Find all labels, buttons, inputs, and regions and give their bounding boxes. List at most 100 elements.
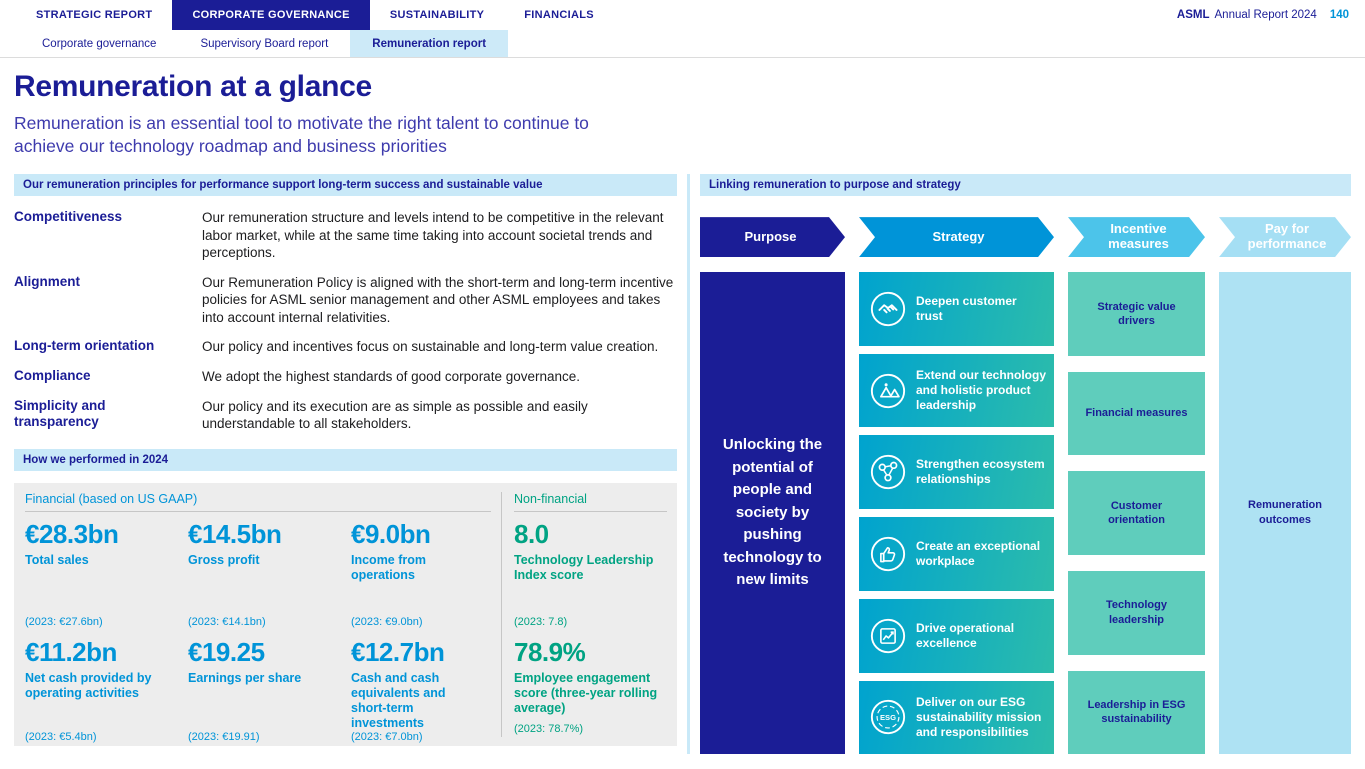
metric-technology-leadership-index: 8.0 Technology Leadership Index score (2… (514, 512, 667, 630)
principle-term: Compliance (14, 367, 91, 383)
strategy-link-section: Linking remuneration to purpose and stra… (700, 173, 1351, 755)
metric-label: Earnings per share (188, 671, 302, 686)
financial-metrics-grid: €28.3bn Total sales (2023: €27.6bn) €14.… (25, 512, 491, 745)
metric-label: Net cash provided by operating activitie… (25, 671, 152, 701)
column-divider (687, 173, 690, 755)
strategy-item-label: Create an exceptional workplace (916, 538, 1041, 568)
flow-arrows: Purpose Strategy Incentive measures Pay … (700, 217, 1351, 257)
report-meta: ASML Annual Report 2024 140 (1177, 0, 1365, 30)
remuneration-outcomes-box: Remuneration outcomes (1219, 272, 1351, 755)
tab-strategic-report[interactable]: STRATEGIC REPORT (36, 9, 153, 21)
metric-label: Technology Leadership Index score (514, 553, 654, 583)
principle-term: Competitiveness (14, 209, 123, 225)
metric-gross-profit: €14.5bn Gross profit (2023: €14.1bn) (188, 512, 351, 630)
incentive-financial-measures: Financial measures (1068, 371, 1205, 456)
page-content: Remuneration at a glance Remuneration is… (0, 58, 1365, 755)
flow-arrow-strategy: Strategy (859, 217, 1054, 257)
metrics-divider (501, 492, 502, 738)
thumbs-up-icon (869, 535, 907, 573)
flow-columns: Unlocking the potential of people and so… (700, 272, 1351, 755)
metric-total-sales: €28.3bn Total sales (2023: €27.6bn) (25, 512, 188, 630)
metric-income-from-operations: €9.0bn Income from operations (2023: €9.… (351, 512, 491, 630)
metric-label: Total sales (25, 553, 89, 568)
metric-value: €12.7bn (351, 637, 445, 668)
subtab-remuneration-report[interactable]: Remuneration report (350, 30, 509, 57)
metric-label: Income from operations (351, 553, 427, 583)
metric-prior-year: (2023: 78.7%) (514, 723, 584, 736)
strategy-header: Linking remuneration to purpose and stra… (700, 173, 1351, 197)
pay-for-performance-column: Remuneration outcomes (1219, 272, 1351, 755)
performance-panel: Financial (based on US GAAP) €28.3bn Tot… (14, 483, 677, 747)
tab-corporate-governance[interactable]: CORPORATE GOVERNANCE (172, 0, 370, 30)
principle-description: Our remuneration structure and levels in… (202, 210, 664, 261)
nonfinancial-label: Non-financial (514, 492, 667, 513)
strategy-item-workplace: Create an exceptional workplace (859, 517, 1054, 591)
tab-sustainability[interactable]: SUSTAINABILITY (389, 9, 485, 21)
metric-prior-year: (2023: €5.4bn) (25, 731, 97, 744)
subtab-corporate-governance[interactable]: Corporate governance (42, 37, 157, 50)
metric-prior-year: (2023: €9.0bn) (351, 616, 423, 629)
metric-label: Employee engagement score (three-year ro… (514, 671, 658, 716)
principle-term: Alignment (14, 273, 80, 289)
principles-header: Our remuneration principles for performa… (14, 173, 677, 197)
report-brand: ASML (1176, 9, 1210, 21)
remuneration-principles-section: Our remuneration principles for performa… (14, 173, 677, 755)
top-navigation: STRATEGIC REPORT CORPORATE GOVERNANCE SU… (0, 0, 1365, 30)
strategy-item-esg: ESG Deliver on our ESG sustainability mi… (859, 680, 1054, 755)
metric-earnings-per-share: €19.25 Earnings per share (2023: €19.91) (188, 630, 351, 745)
tab-financials[interactable]: FINANCIALS (524, 9, 594, 21)
remuneration-outcomes-label: Remuneration outcomes (1248, 498, 1322, 527)
principle-alignment: Alignment Our Remuneration Policy is ali… (14, 274, 677, 327)
incentive-technology-leadership: Technology leadership (1068, 570, 1205, 655)
incentive-esg-leadership: Leadership in ESG sustainability (1068, 670, 1205, 755)
principle-description: Our policy and its execution are as simp… (202, 398, 588, 432)
principle-term: Simplicity and transparency (14, 397, 106, 430)
metric-cash-equivalents: €12.7bn Cash and cash equivalents and sh… (351, 630, 491, 745)
financial-label: Financial (based on US GAAP) (25, 492, 491, 513)
flow-arrow-incentive-measures: Incentive measures (1068, 217, 1205, 257)
metric-value: €14.5bn (188, 519, 282, 550)
metric-value: €11.2bn (25, 637, 117, 668)
metric-prior-year: (2023: 7.8) (514, 616, 568, 629)
strategy-item-label: Drive operational excellence (916, 620, 1015, 650)
product-leadership-icon (869, 372, 907, 410)
metric-label: Gross profit (188, 553, 260, 568)
subtab-supervisory-board-report[interactable]: Supervisory Board report (200, 37, 329, 50)
page-number: 140 (1329, 9, 1349, 21)
flow-arrow-purpose: Purpose (700, 217, 845, 257)
metric-value: 8.0 (514, 519, 549, 550)
handshake-icon (869, 290, 907, 328)
principle-competitiveness: Competitiveness Our remuneration structu… (14, 209, 677, 262)
svg-text:ESG: ESG (880, 713, 896, 722)
ecosystem-network-icon (869, 453, 907, 491)
metric-net-cash: €11.2bn Net cash provided by operating a… (25, 630, 188, 745)
strategy-items-column: Deepen customer trust Extend our technol… (859, 272, 1054, 755)
report-name: Annual Report 2024 (1214, 9, 1317, 21)
strategy-item-label: Extend our technology and holistic produ… (916, 368, 1047, 413)
principle-description: We adopt the highest standards of good c… (202, 368, 581, 384)
purpose-statement-box: Unlocking the potential of people and so… (700, 272, 845, 755)
sub-navigation: Corporate governance Supervisory Board r… (0, 30, 1365, 58)
nonfinancial-metrics-section: Non-financial 8.0 Technology Leadership … (502, 492, 677, 737)
metric-value: 78.9% (514, 637, 586, 668)
operational-excellence-chart-icon (869, 617, 907, 655)
metric-prior-year: (2023: €19.91) (188, 731, 260, 744)
incentive-strategic-value-drivers: Strategic value drivers (1068, 272, 1205, 356)
principle-description: Our policy and incentives focus on susta… (202, 339, 659, 355)
principle-term: Long-term orientation (14, 338, 155, 354)
strategy-item-label: Strengthen ecosystem relationships (916, 457, 1045, 487)
financial-metrics-section: Financial (based on US GAAP) €28.3bn Tot… (14, 492, 501, 743)
metric-prior-year: (2023: €27.6bn) (25, 616, 103, 629)
incentive-customer-orientation: Customer orientation (1068, 471, 1205, 555)
metric-value: €28.3bn (25, 519, 119, 550)
principle-simplicity-transparency: Simplicity and transparency Our policy a… (14, 398, 677, 433)
strategy-item-label: Deliver on our ESG sustainability missio… (916, 694, 1042, 739)
esg-icon: ESG (869, 698, 907, 736)
purpose-statement: Unlocking the potential of people and so… (722, 436, 823, 589)
principle-long-term-orientation: Long-term orientation Our policy and inc… (14, 338, 677, 356)
metric-prior-year: (2023: €14.1bn) (188, 616, 266, 629)
principles-list: Competitiveness Our remuneration structu… (14, 209, 677, 432)
report-section-tabs: STRATEGIC REPORT CORPORATE GOVERNANCE SU… (0, 0, 614, 30)
principle-compliance: Compliance We adopt the highest standard… (14, 368, 677, 386)
strategy-item-customer-trust: Deepen customer trust (859, 272, 1054, 346)
